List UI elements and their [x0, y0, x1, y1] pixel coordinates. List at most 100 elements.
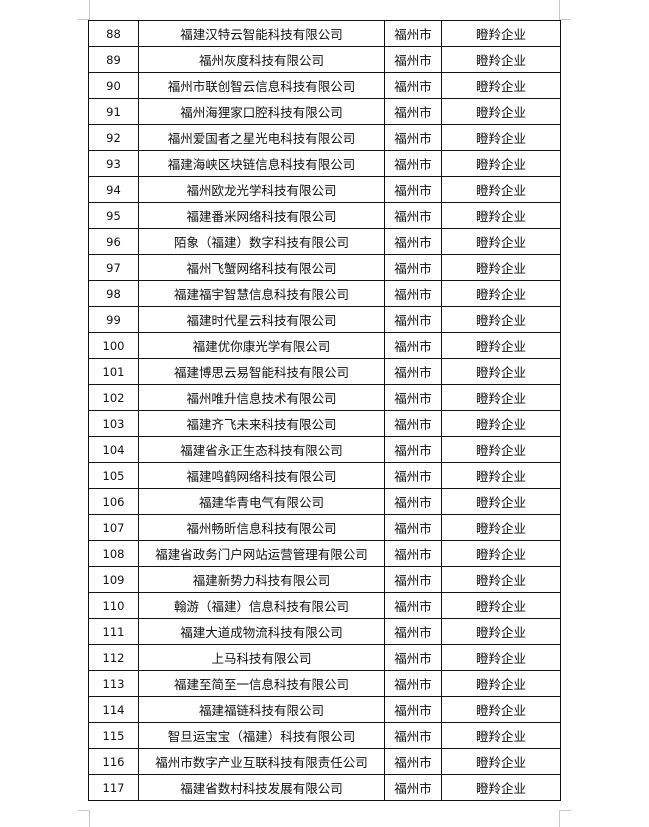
table-row: 96 陌象（福建）数字科技有限公司 福州市 瞪羚企业: [88, 228, 561, 255]
row-number: 94: [88, 176, 139, 203]
company-name: 福州灰度科技有限公司: [138, 46, 385, 73]
page-corner-mark-top-left-h: [78, 19, 90, 20]
enterprise-type: 瞪羚企业: [441, 410, 561, 437]
enterprise-type: 瞪羚企业: [441, 592, 561, 619]
city: 福州市: [384, 46, 442, 73]
company-name: 福建优你康光学有限公司: [138, 332, 385, 359]
enterprise-type: 瞪羚企业: [441, 46, 561, 73]
company-name: 福州爱国者之星光电科技有限公司: [138, 124, 385, 151]
table-row: 92 福州爱国者之星光电科技有限公司 福州市 瞪羚企业: [88, 124, 561, 151]
table-row: 93 福建海峡区块链信息科技有限公司 福州市 瞪羚企业: [88, 150, 561, 177]
city: 福州市: [384, 176, 442, 203]
company-name: 福建齐飞未来科技有限公司: [138, 410, 385, 437]
company-name: 福建华青电气有限公司: [138, 488, 385, 515]
table-row: 94 福州欧龙光学科技有限公司 福州市 瞪羚企业: [88, 176, 561, 203]
page-corner-mark-bottom-left-v: [89, 810, 90, 827]
row-number: 103: [88, 410, 139, 437]
table-row: 102 福州唯升信息技术有限公司 福州市 瞪羚企业: [88, 384, 561, 411]
city: 福州市: [384, 410, 442, 437]
city: 福州市: [384, 644, 442, 671]
table-row: 107 福州畅昕信息科技有限公司 福州市 瞪羚企业: [88, 514, 561, 541]
city: 福州市: [384, 332, 442, 359]
enterprise-type: 瞪羚企业: [441, 436, 561, 463]
city: 福州市: [384, 228, 442, 255]
row-number: 111: [88, 618, 139, 645]
row-number: 112: [88, 644, 139, 671]
table-row: 108 福建省政务门户网站运营管理有限公司 福州市 瞪羚企业: [88, 540, 561, 567]
company-name: 福建福链科技有限公司: [138, 696, 385, 723]
table-row: 109 福建新势力科技有限公司 福州市 瞪羚企业: [88, 566, 561, 593]
enterprise-type: 瞪羚企业: [441, 20, 561, 47]
enterprise-type: 瞪羚企业: [441, 774, 561, 801]
enterprise-type: 瞪羚企业: [441, 618, 561, 645]
row-number: 101: [88, 358, 139, 385]
enterprise-type: 瞪羚企业: [441, 176, 561, 203]
city: 福州市: [384, 514, 442, 541]
company-name: 福建福宇智慧信息科技有限公司: [138, 280, 385, 307]
table-row: 90 福州市联创智云信息科技有限公司 福州市 瞪羚企业: [88, 72, 561, 99]
table-row: 98 福建福宇智慧信息科技有限公司 福州市 瞪羚企业: [88, 280, 561, 307]
enterprise-list-table: 88 福建汉特云智能科技有限公司 福州市 瞪羚企业 89 福州灰度科技有限公司 福州市 瞪羚企…: [88, 20, 561, 801]
row-number: 91: [88, 98, 139, 125]
row-number: 108: [88, 540, 139, 567]
table-row: 111 福建大道成物流科技有限公司 福州市 瞪羚企业: [88, 618, 561, 645]
city: 福州市: [384, 384, 442, 411]
page-corner-mark-top-left-v: [89, 0, 90, 19]
table-row: 100 福建优你康光学有限公司 福州市 瞪羚企业: [88, 332, 561, 359]
table-row: 91 福州海狸家口腔科技有限公司 福州市 瞪羚企业: [88, 98, 561, 125]
enterprise-type: 瞪羚企业: [441, 228, 561, 255]
table-row: 95 福建番米网络科技有限公司 福州市 瞪羚企业: [88, 202, 561, 229]
city: 福州市: [384, 306, 442, 333]
table-row: 89 福州灰度科技有限公司 福州市 瞪羚企业: [88, 46, 561, 73]
table-row: 99 福建时代星云科技有限公司 福州市 瞪羚企业: [88, 306, 561, 333]
row-number: 100: [88, 332, 139, 359]
enterprise-type: 瞪羚企业: [441, 202, 561, 229]
city: 福州市: [384, 254, 442, 281]
city: 福州市: [384, 774, 442, 801]
table-body: 88 福建汉特云智能科技有限公司 福州市 瞪羚企业 89 福州灰度科技有限公司 福州市 瞪羚企…: [88, 20, 561, 801]
city: 福州市: [384, 618, 442, 645]
enterprise-type: 瞪羚企业: [441, 98, 561, 125]
city: 福州市: [384, 748, 442, 775]
company-name: 福建省永正生态科技有限公司: [138, 436, 385, 463]
company-name: 福建省数村科技发展有限公司: [138, 774, 385, 801]
table-row: 101 福建博思云易智能科技有限公司 福州市 瞪羚企业: [88, 358, 561, 385]
row-number: 115: [88, 722, 139, 749]
row-number: 98: [88, 280, 139, 307]
row-number: 102: [88, 384, 139, 411]
table-row: 117 福建省数村科技发展有限公司 福州市 瞪羚企业: [88, 774, 561, 801]
company-name: 福建大道成物流科技有限公司: [138, 618, 385, 645]
enterprise-type: 瞪羚企业: [441, 254, 561, 281]
enterprise-type: 瞪羚企业: [441, 722, 561, 749]
table-row: 104 福建省永正生态科技有限公司 福州市 瞪羚企业: [88, 436, 561, 463]
enterprise-type: 瞪羚企业: [441, 124, 561, 151]
row-number: 104: [88, 436, 139, 463]
company-name: 福州市数字产业互联科技有限责任公司: [138, 748, 385, 775]
company-name: 福建博思云易智能科技有限公司: [138, 358, 385, 385]
city: 福州市: [384, 124, 442, 151]
table-row: 97 福州飞蟹网络科技有限公司 福州市 瞪羚企业: [88, 254, 561, 281]
page-corner-mark-top-right-h: [559, 19, 571, 20]
city: 福州市: [384, 670, 442, 697]
company-name: 福建新势力科技有限公司: [138, 566, 385, 593]
company-name: 福建省政务门户网站运营管理有限公司: [138, 540, 385, 567]
table-row: 106 福建华青电气有限公司 福州市 瞪羚企业: [88, 488, 561, 515]
table-row: 112 上马科技有限公司 福州市 瞪羚企业: [88, 644, 561, 671]
company-name: 福州唯升信息技术有限公司: [138, 384, 385, 411]
enterprise-type: 瞪羚企业: [441, 150, 561, 177]
enterprise-type: 瞪羚企业: [441, 306, 561, 333]
city: 福州市: [384, 280, 442, 307]
city: 福州市: [384, 540, 442, 567]
city: 福州市: [384, 488, 442, 515]
company-name: 智旦运宝宝（福建）科技有限公司: [138, 722, 385, 749]
enterprise-type: 瞪羚企业: [441, 488, 561, 515]
enterprise-type: 瞪羚企业: [441, 748, 561, 775]
page-corner-mark-bottom-right-h: [559, 810, 571, 811]
table-row: 113 福建至简至一信息科技有限公司 福州市 瞪羚企业: [88, 670, 561, 697]
city: 福州市: [384, 20, 442, 47]
company-name: 福建番米网络科技有限公司: [138, 202, 385, 229]
city: 福州市: [384, 592, 442, 619]
table-row: 116 福州市数字产业互联科技有限责任公司 福州市 瞪羚企业: [88, 748, 561, 775]
city: 福州市: [384, 722, 442, 749]
row-number: 96: [88, 228, 139, 255]
